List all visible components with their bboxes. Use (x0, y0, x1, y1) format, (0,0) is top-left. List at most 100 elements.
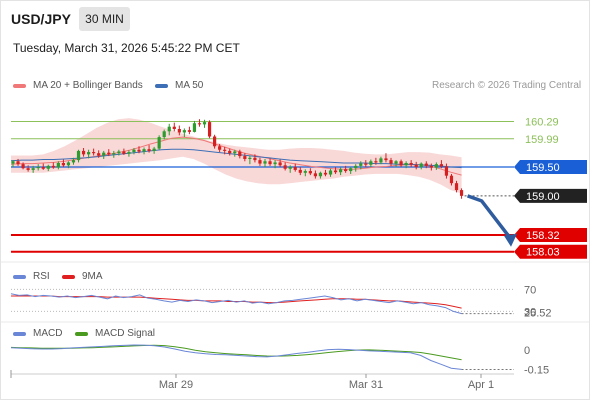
candle-body (409, 163, 413, 165)
candle (36, 164, 40, 171)
candle (102, 150, 106, 159)
candle (349, 167, 353, 174)
rsi-line (10, 293, 462, 315)
candle (87, 149, 91, 159)
candle-body (379, 158, 383, 163)
candle (71, 157, 76, 165)
candle-body (177, 129, 181, 133)
candle (197, 119, 202, 127)
candle (92, 148, 96, 156)
support-label: 158.03 (526, 247, 560, 259)
candle-body (107, 152, 111, 155)
candle (172, 122, 176, 132)
research-credit: Research © 2026 Trading Central (432, 80, 582, 91)
candle (167, 123, 171, 136)
candle (26, 165, 30, 172)
candle-body (404, 163, 408, 166)
timeframe-button[interactable]: 30 MIN (79, 7, 130, 31)
candle-body (31, 168, 35, 170)
candle-body (117, 151, 121, 154)
candle-body (127, 152, 131, 154)
chart-datetime: Tuesday, March 31, 2026 5:45:22 PM CET (13, 41, 240, 55)
candle-body (273, 162, 277, 165)
candle (394, 160, 398, 168)
candle-body (339, 169, 343, 173)
candle (16, 158, 20, 166)
candle-body (318, 172, 323, 177)
candle-body (354, 165, 358, 169)
candle-body (293, 167, 297, 170)
support-badge (514, 228, 587, 243)
bollinger-legend-label: MA 20 + Bollinger Bands (33, 80, 143, 91)
candle (51, 162, 55, 169)
rsi-ma-legend-swatch (62, 275, 75, 279)
candle-body (162, 131, 166, 138)
ma50-legend-swatch (155, 84, 168, 88)
candle-body (364, 163, 368, 165)
candle-body (132, 149, 136, 153)
bollinger-legend-swatch (13, 84, 26, 88)
candle (434, 162, 438, 170)
candle-body (197, 123, 202, 125)
macd-line (10, 344, 462, 370)
forecast-arrow (466, 194, 512, 239)
candle-body (81, 150, 86, 155)
candle-body (61, 163, 65, 166)
candle (76, 149, 81, 163)
candle-body (182, 130, 186, 133)
candle (56, 161, 60, 170)
candle (202, 119, 207, 128)
candle-body (424, 163, 428, 166)
candle-body (323, 172, 328, 175)
pivot-badge (514, 160, 587, 175)
candle-body (459, 190, 464, 196)
candle-body (11, 161, 15, 164)
candle-body (444, 166, 449, 176)
candle-body (449, 175, 454, 184)
candle-body (258, 160, 262, 164)
ma50-legend-label: MA 50 (175, 80, 204, 91)
candle-body (389, 160, 393, 164)
time-axis-label: Mar 29 (159, 379, 193, 391)
candle (399, 159, 403, 168)
candle (278, 159, 282, 168)
candle (213, 134, 217, 149)
candle-body (278, 162, 282, 166)
candle-body (233, 151, 237, 154)
candle (248, 155, 252, 165)
candle-body (76, 150, 81, 161)
candle-body (308, 171, 312, 174)
candle-body (51, 165, 55, 168)
candle (449, 173, 454, 186)
candle-body (429, 165, 433, 168)
candle (359, 161, 363, 170)
candle (228, 148, 232, 156)
candle (409, 160, 413, 168)
candle-body (288, 167, 292, 169)
candle-body (213, 136, 217, 147)
candle-body (21, 164, 25, 169)
candle-body (454, 183, 459, 191)
candle-body (414, 164, 418, 168)
candle (288, 165, 292, 173)
macd-last-value: -0.15 (524, 364, 549, 376)
resistance-label: 160.29 (525, 117, 559, 129)
candle (379, 156, 383, 165)
candle (273, 160, 277, 169)
candle (112, 150, 116, 158)
candle (61, 159, 65, 168)
last-price-badge (514, 188, 587, 203)
candle-body (157, 137, 161, 149)
time-axis-label: Mar 31 (349, 379, 383, 391)
candle-body (26, 168, 30, 170)
candle (459, 188, 464, 199)
candle (207, 120, 212, 139)
candle-body (228, 150, 232, 154)
macd-zero-label: 0 (524, 345, 530, 357)
candle (364, 160, 368, 168)
candle-body (394, 161, 398, 164)
candle-body (333, 170, 338, 173)
candle-body (349, 168, 353, 172)
bollinger-band (11, 118, 462, 194)
